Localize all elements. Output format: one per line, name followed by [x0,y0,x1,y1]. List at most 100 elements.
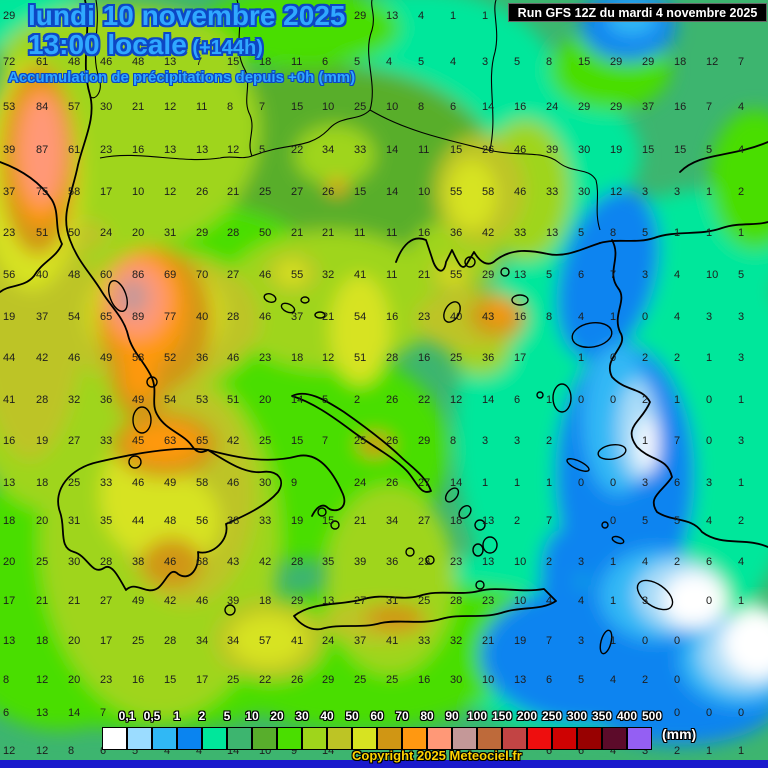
grid-value: 13 [322,595,335,607]
grid-value: 1 [482,10,489,22]
country-borders [89,0,601,231]
grid-value: 3 [482,56,489,68]
legend-swatch [627,727,652,750]
legend-threshold-label: 40 [320,709,334,723]
grid-value: 18 [259,595,272,607]
grid-value: 5 [674,515,681,527]
legend-threshold-label: 1 [173,709,181,723]
grid-value: 16 [674,101,687,113]
grid-value: 4 [738,144,745,156]
grid-value: 65 [196,435,209,447]
legend-threshold-label: 5 [223,709,231,723]
grid-value: 22 [418,394,431,406]
grid-value: 4 [738,101,745,113]
grid-value: 3 [642,477,649,489]
legend-threshold-label: 150 [491,709,513,723]
grid-value: 19 [3,311,16,323]
grid-value: 9 [291,745,298,757]
grid-value: 16 [132,144,145,156]
grid-value: 20 [68,635,81,647]
grid-value: 65 [100,311,113,323]
grid-value: 55 [291,269,304,281]
grid-value: 25 [450,352,463,364]
legend-swatch [227,727,252,750]
grid-value: 1 [706,352,713,364]
grid-value: 41 [354,269,367,281]
grid-value: 57 [259,635,272,647]
legend-swatch [552,727,577,750]
grid-value: 42 [36,352,49,364]
grid-value: 13 [196,144,209,156]
grid-value: 14 [482,394,495,406]
legend-swatch [377,727,402,750]
grid-value: 23 [482,595,495,607]
grid-value: 8 [610,227,617,239]
grid-value: 40 [450,311,463,323]
legend-swatch [527,727,552,750]
yellow-50-60mm [277,261,307,285]
grid-value: 10 [418,186,431,198]
grid-value: 30 [450,674,463,686]
grid-value: 18 [674,56,687,68]
grid-value: 46 [227,477,240,489]
grid-value: 37 [36,311,49,323]
grid-value: 33 [418,635,431,647]
grid-value: 3 [706,311,713,323]
grid-value: 58 [68,186,81,198]
grid-value: 29 [578,101,591,113]
grid-value: 22 [291,144,304,156]
grid-value: 29 [322,674,335,686]
grid-value: 4 [674,269,681,281]
legend-swatch [402,727,427,750]
grid-value: 0 [674,707,681,719]
grid-value: 13 [36,707,49,719]
grid-value: 12 [322,10,335,22]
grid-value: 1 [514,477,521,489]
grid-value: 50 [259,227,272,239]
grid-value: 2 [738,186,745,198]
grid-value: 19 [514,635,527,647]
grid-value: 5 [578,674,585,686]
grid-value: 25 [354,101,367,113]
grid-value: 12 [610,186,623,198]
blue-1-2mm [556,189,660,361]
grid-value: 68 [196,556,209,568]
grid-value: 46 [132,477,145,489]
grid-value: 1 [546,477,553,489]
legend-swatch [302,727,327,750]
grid-value: 5 [642,515,649,527]
grid-value: 25 [259,186,272,198]
grid-value: 33 [354,144,367,156]
grid-value: 32 [68,394,81,406]
grid-value: 6 [546,674,553,686]
grid-value: 6 [514,394,521,406]
grid-value: 28 [164,635,177,647]
grid-value: 7 [738,56,745,68]
grid-value: 0 [642,635,649,647]
grid-value: 1 [706,227,713,239]
grid-value: 31 [386,595,399,607]
grid-value: 16 [514,311,527,323]
grid-value: 23 [259,352,272,364]
grid-value: 34 [227,635,240,647]
grid-value: 46 [514,144,527,156]
grid-value: 63 [164,435,177,447]
legend-swatch [602,727,627,750]
grid-value: 4 [546,595,553,607]
grid-value: 34 [386,515,399,527]
grid-value: 1 [738,227,745,239]
grid-value: 4 [610,674,617,686]
grid-value: 27 [291,186,304,198]
grid-value: 38 [227,515,240,527]
grid-value: 75 [36,186,49,198]
grid-value: 36 [100,394,113,406]
grid-value: 7 [610,269,617,281]
grid-value: 3 [642,595,649,607]
grid-value: 2 [642,674,649,686]
grid-value: 26 [196,186,209,198]
grid-value: 51 [36,227,49,239]
grid-value: 14 [68,707,81,719]
grid-value: 29 [610,101,623,113]
grid-value: 1 [482,477,489,489]
grid-value: 4 [578,595,585,607]
